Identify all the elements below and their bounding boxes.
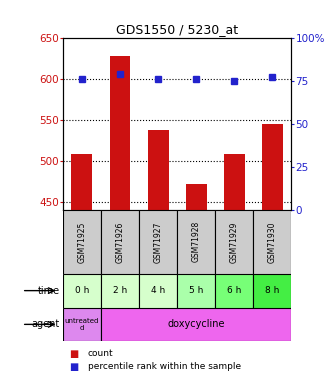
- Text: percentile rank within the sample: percentile rank within the sample: [88, 362, 241, 371]
- Bar: [253, 274, 291, 308]
- Bar: [101, 274, 139, 308]
- Bar: [224, 154, 245, 210]
- Text: GSM71926: GSM71926: [116, 221, 124, 262]
- Bar: [186, 184, 207, 210]
- Bar: [215, 210, 253, 274]
- Bar: [139, 210, 177, 274]
- Text: agent: agent: [31, 320, 60, 329]
- Text: count: count: [88, 350, 113, 358]
- Bar: [63, 308, 101, 341]
- Text: 6 h: 6 h: [227, 286, 241, 295]
- Bar: [71, 154, 92, 210]
- Bar: [139, 274, 177, 308]
- Text: time: time: [37, 286, 60, 296]
- Bar: [63, 210, 101, 274]
- Bar: [177, 210, 215, 274]
- Text: ■: ■: [70, 362, 79, 372]
- Text: GSM71925: GSM71925: [77, 221, 86, 262]
- Text: 4 h: 4 h: [151, 286, 165, 295]
- Text: untreated
d: untreated d: [65, 318, 99, 331]
- Bar: [215, 274, 253, 308]
- Text: GSM71930: GSM71930: [268, 221, 277, 262]
- Text: 5 h: 5 h: [189, 286, 203, 295]
- Title: GDS1550 / 5230_at: GDS1550 / 5230_at: [116, 23, 238, 36]
- Bar: [148, 130, 168, 210]
- Text: GSM71927: GSM71927: [154, 221, 163, 262]
- Text: GSM71928: GSM71928: [192, 221, 201, 262]
- Bar: [177, 274, 215, 308]
- Text: GSM71929: GSM71929: [230, 221, 239, 262]
- Bar: [110, 56, 130, 210]
- Bar: [63, 274, 101, 308]
- Bar: [101, 308, 291, 341]
- Text: doxycycline: doxycycline: [167, 320, 225, 329]
- Bar: [262, 124, 283, 210]
- Bar: [253, 210, 291, 274]
- Bar: [101, 210, 139, 274]
- Text: ■: ■: [70, 349, 79, 359]
- Text: 0 h: 0 h: [75, 286, 89, 295]
- Text: 8 h: 8 h: [265, 286, 279, 295]
- Text: 2 h: 2 h: [113, 286, 127, 295]
